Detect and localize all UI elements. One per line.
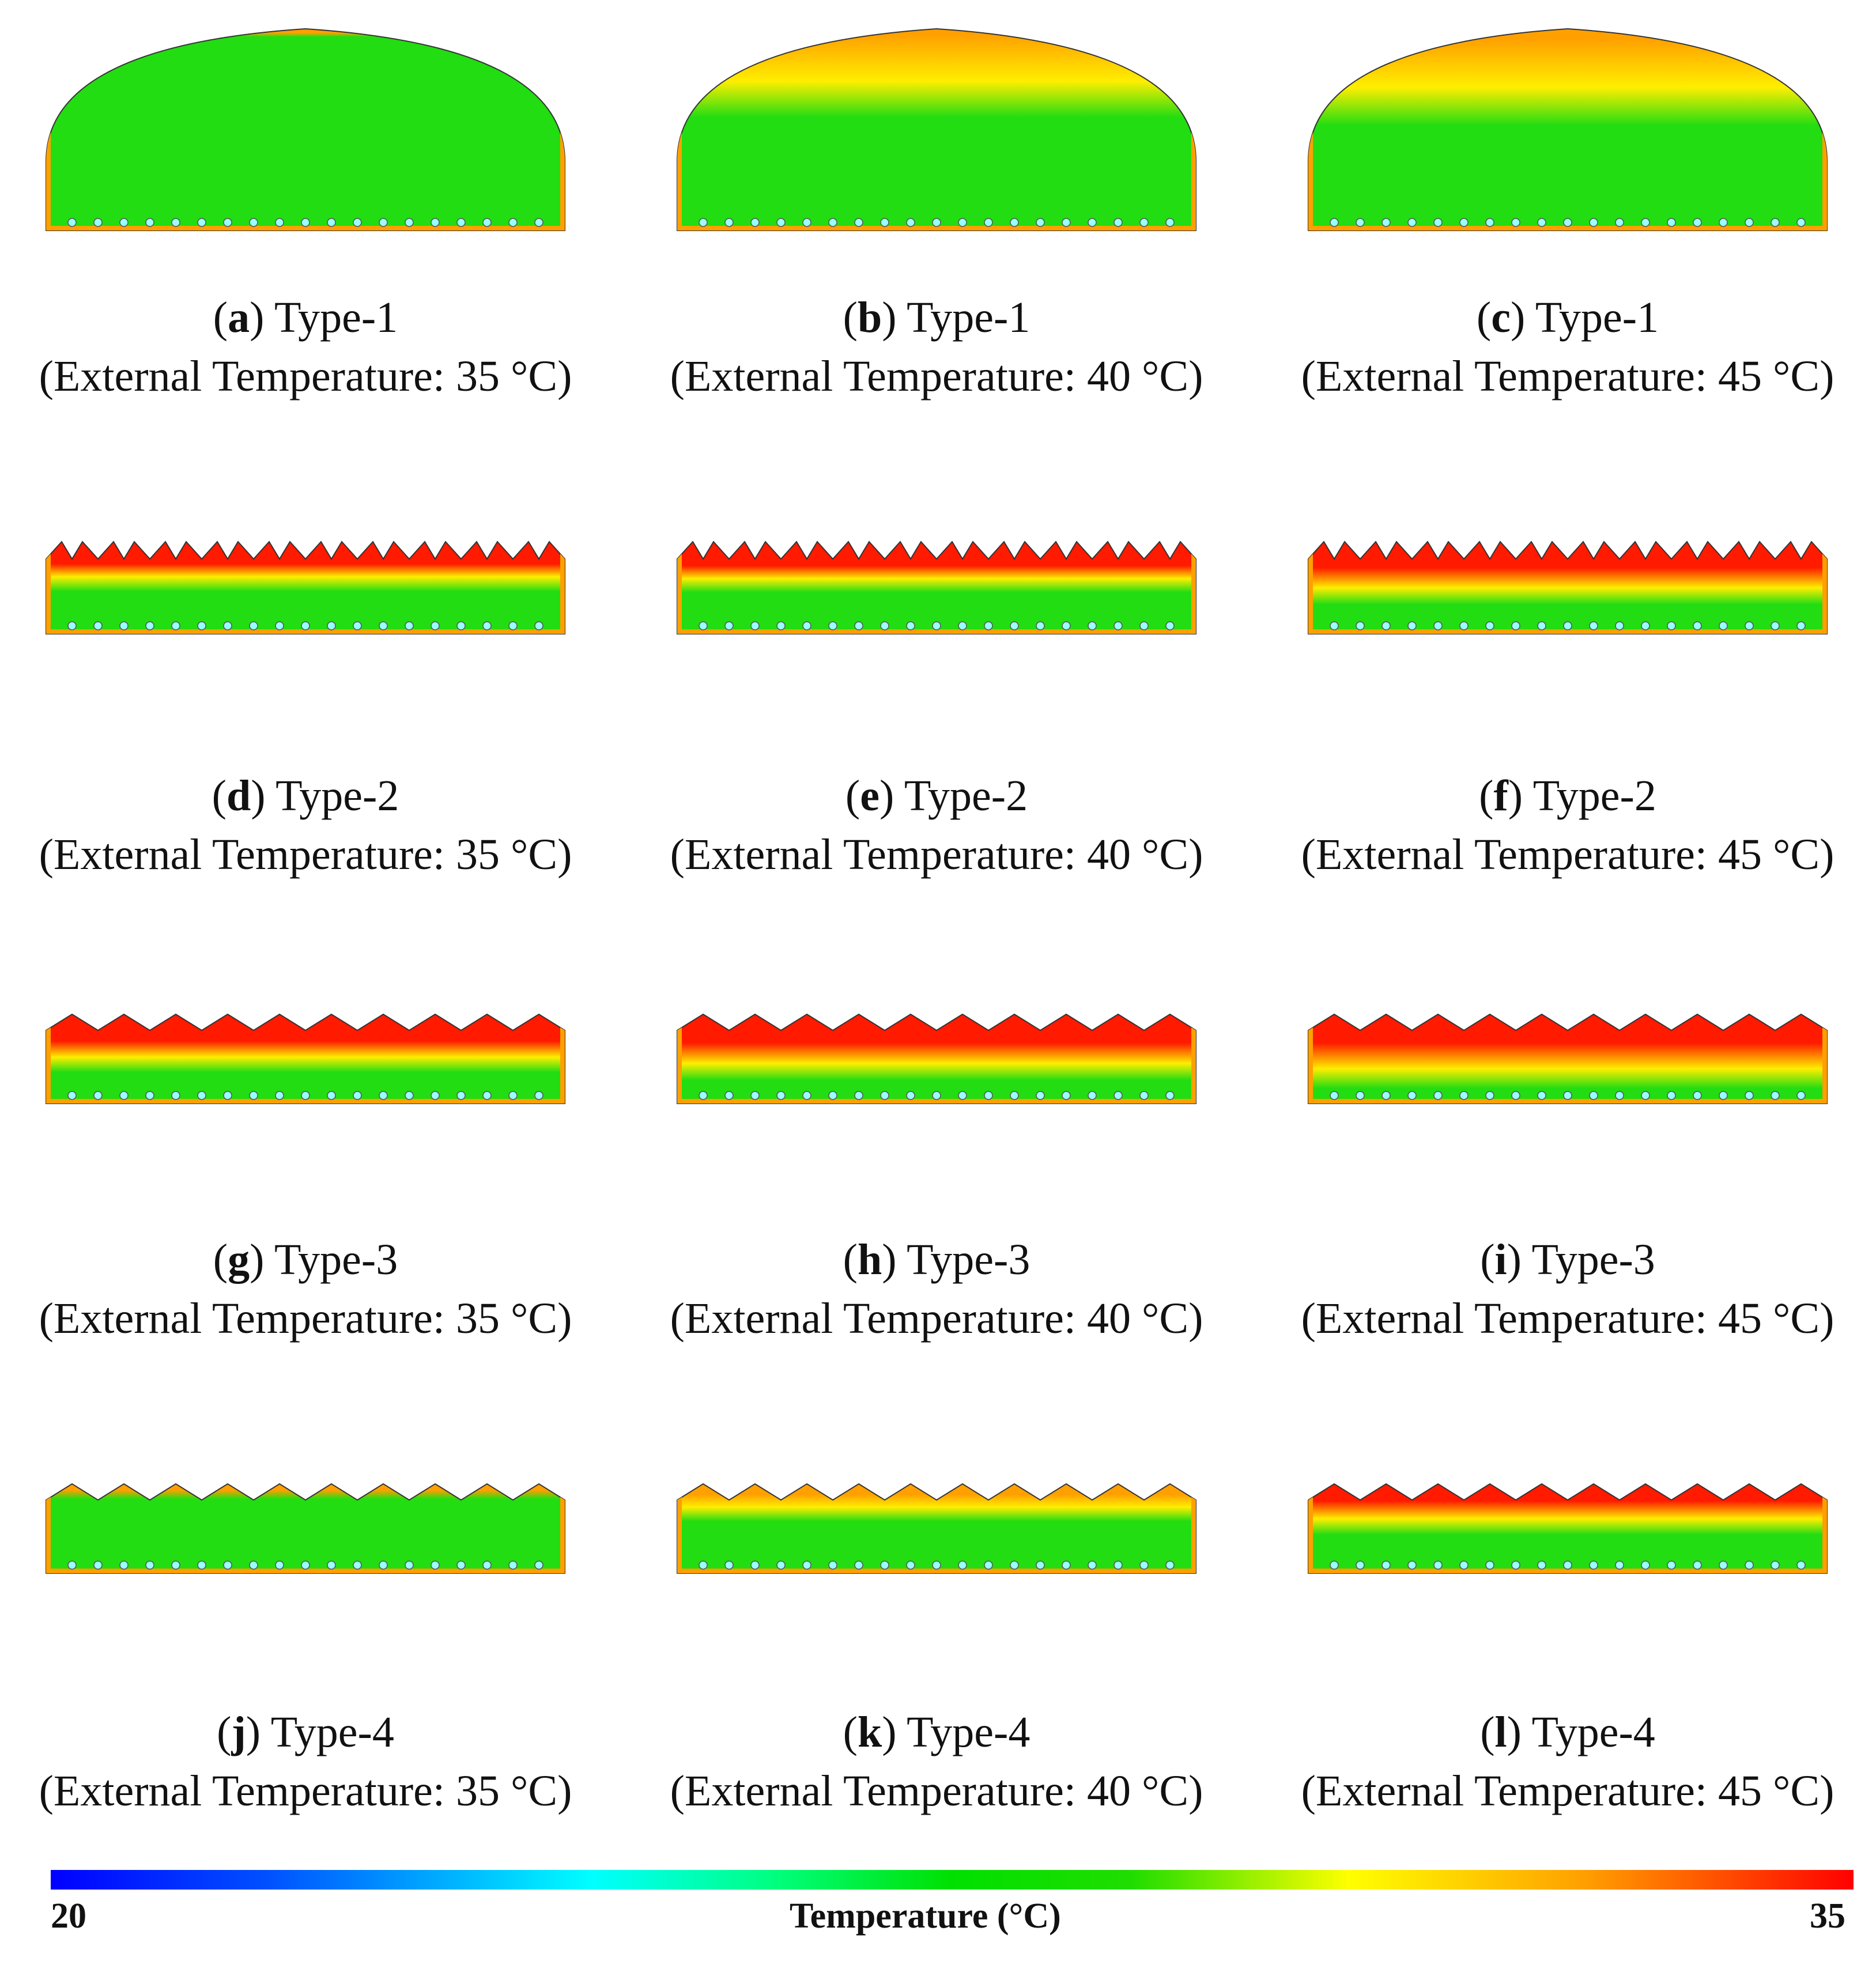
panel-letter: h	[857, 1235, 882, 1284]
panel-type: Type-3	[274, 1235, 398, 1284]
simulation-image	[46, 28, 565, 231]
panel-condition: (External Temperature: 45 °C)	[1301, 1294, 1835, 1343]
panel-letter: e	[860, 772, 880, 820]
panel-condition: (External Temperature: 45 °C)	[1301, 352, 1835, 400]
panel-type: Type-3	[907, 1235, 1031, 1284]
panel-type: Type-2	[1532, 772, 1656, 820]
panel-letter: f	[1493, 772, 1508, 820]
simulation-image	[1308, 541, 1828, 634]
panel-type: Type-4	[907, 1708, 1031, 1756]
colorbar-max-label: 35	[1810, 1896, 1845, 1936]
simulation-image	[677, 1013, 1196, 1104]
panel-type: Type-4	[270, 1708, 394, 1756]
panel-condition: (External Temperature: 45 °C)	[1301, 1767, 1835, 1815]
simulation-image	[46, 1483, 565, 1574]
panel-type: Type-3	[1531, 1235, 1655, 1284]
panel-letter: d	[226, 772, 251, 820]
panel-letter: j	[231, 1708, 246, 1756]
panel-type: Type-1	[274, 293, 398, 342]
simulation-image	[677, 541, 1196, 634]
panel-type: Type-2	[275, 772, 399, 820]
panel-condition: (External Temperature: 35 °C)	[39, 1294, 572, 1343]
panel-type: Type-1	[907, 293, 1031, 342]
panel-condition: (External Temperature: 45 °C)	[1301, 830, 1835, 879]
simulation-image	[1308, 28, 1828, 231]
panel-type: Type-2	[904, 772, 1028, 820]
panel-letter: a	[228, 293, 250, 342]
panel-condition: (External Temperature: 40 °C)	[670, 1767, 1203, 1815]
colorbar-min-label: 20	[51, 1896, 86, 1936]
simulation-image	[1308, 1483, 1828, 1574]
panel-condition: (External Temperature: 40 °C)	[670, 352, 1203, 400]
panel-letter: b	[857, 293, 882, 342]
panel-letter: l	[1494, 1708, 1507, 1756]
simulation-image	[677, 1483, 1196, 1574]
panel-condition: (External Temperature: 40 °C)	[670, 830, 1203, 879]
panel-letter: g	[228, 1235, 250, 1284]
panel-letter: i	[1494, 1235, 1507, 1284]
panel-type: Type-1	[1535, 293, 1659, 342]
panel-type: Type-4	[1531, 1708, 1655, 1756]
panel-condition: (External Temperature: 35 °C)	[39, 1767, 572, 1815]
simulation-image	[46, 1013, 565, 1104]
panel-letter: c	[1491, 293, 1511, 342]
simulation-image	[1308, 1013, 1828, 1104]
panel-condition: (External Temperature: 35 °C)	[39, 352, 572, 400]
panel-letter: k	[857, 1708, 882, 1756]
simulation-image	[46, 541, 565, 634]
panel-condition: (External Temperature: 40 °C)	[670, 1294, 1203, 1343]
colorbar	[51, 1870, 1854, 1890]
simulation-image	[677, 28, 1196, 231]
panel-condition: (External Temperature: 35 °C)	[39, 830, 572, 879]
colorbar-title: Temperature (°C)	[790, 1896, 1061, 1936]
